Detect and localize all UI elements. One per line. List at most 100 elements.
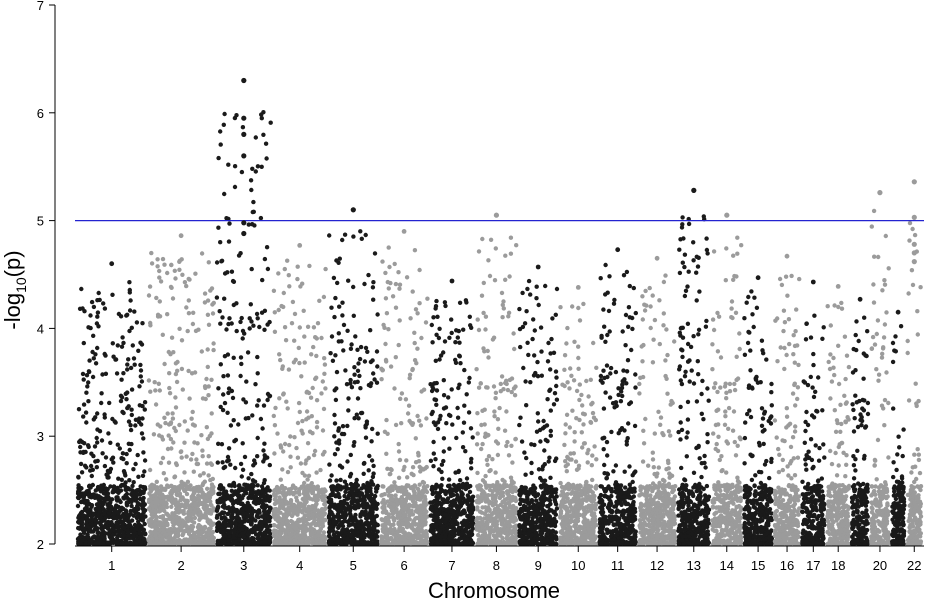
data-point: [420, 517, 425, 522]
data-point: [172, 475, 177, 480]
data-point: [174, 379, 180, 385]
data-point: [196, 496, 201, 502]
data-point: [433, 397, 439, 403]
data-point: [434, 298, 439, 304]
data-point: [366, 482, 371, 487]
data-point: [240, 441, 245, 446]
data-point: [393, 422, 399, 428]
data-point: [393, 355, 398, 360]
data-point: [173, 405, 179, 410]
data-point: [244, 379, 249, 384]
data-point: [271, 492, 277, 497]
data-point: [91, 511, 96, 516]
data-point: [220, 315, 225, 320]
data-point: [330, 358, 336, 363]
data-point: [405, 411, 411, 416]
data-point: [329, 305, 334, 310]
data-point: [184, 498, 190, 503]
data-point: [218, 321, 223, 326]
data-point: [184, 454, 189, 459]
data-point: [128, 423, 133, 428]
chromosome-2-peak-point: [178, 233, 184, 239]
data-point: [259, 310, 265, 315]
data-point: [169, 446, 174, 451]
data-point: [309, 352, 314, 357]
data-point: [334, 493, 339, 499]
data-point: [342, 536, 348, 541]
data-point: [282, 496, 287, 501]
data-point: [413, 484, 418, 489]
data-point: [417, 511, 423, 517]
data-point: [337, 463, 343, 468]
data-point: [160, 495, 165, 500]
data-point: [114, 521, 120, 526]
data-point: [107, 400, 112, 406]
data-point: [90, 374, 96, 380]
data-point: [292, 311, 298, 317]
data-point: [287, 442, 292, 448]
data-point: [340, 424, 346, 429]
data-point: [440, 476, 445, 481]
data-point: [470, 505, 476, 510]
data-point: [129, 407, 134, 412]
data-point: [229, 269, 235, 274]
data-point: [372, 499, 377, 505]
data-point: [421, 480, 427, 485]
data-point: [470, 435, 475, 440]
data-point: [165, 312, 170, 317]
data-point: [300, 431, 305, 436]
data-point: [240, 541, 245, 546]
data-point: [281, 391, 286, 396]
data-point: [137, 538, 142, 544]
data-point: [449, 520, 455, 525]
data-point: [147, 506, 152, 511]
data-point: [278, 531, 284, 536]
data-point: [119, 344, 125, 349]
data-point: [329, 334, 335, 339]
data-point: [103, 455, 109, 460]
data-point: [153, 388, 158, 393]
data-point: [229, 516, 234, 522]
data-point: [390, 294, 396, 299]
data-point: [468, 426, 474, 431]
data-point: [154, 295, 159, 301]
data-point: [251, 199, 256, 205]
data-point: [205, 494, 210, 500]
data-point: [191, 512, 196, 517]
data-point: [214, 295, 220, 300]
data-point: [103, 371, 109, 376]
data-point: [410, 503, 416, 509]
data-point: [240, 467, 246, 472]
data-point: [238, 355, 244, 360]
data-point: [216, 155, 221, 161]
data-point: [195, 441, 200, 446]
data-point: [456, 487, 462, 492]
data-point: [194, 461, 199, 467]
data-point: [333, 295, 338, 301]
data-point: [310, 431, 315, 436]
data-point: [449, 317, 454, 322]
data-point: [146, 378, 152, 383]
data-point: [125, 367, 130, 372]
data-point: [338, 477, 343, 483]
data-point: [351, 483, 357, 488]
data-point: [115, 442, 121, 447]
data-point: [264, 156, 269, 161]
data-point: [216, 225, 221, 230]
data-point: [256, 398, 261, 403]
data-point: [162, 500, 167, 505]
data-point: [384, 451, 389, 456]
data-point: [184, 305, 189, 310]
data-point: [120, 335, 125, 340]
data-point: [76, 474, 81, 480]
data-point: [92, 444, 98, 449]
data-point: [105, 468, 111, 474]
data-point: [312, 494, 318, 499]
data-point: [311, 344, 316, 350]
data-point: [170, 411, 175, 416]
data-point: [177, 258, 182, 263]
data-point: [191, 541, 197, 546]
data-point: [302, 501, 308, 506]
data-point: [179, 497, 184, 502]
data-point: [453, 340, 458, 345]
